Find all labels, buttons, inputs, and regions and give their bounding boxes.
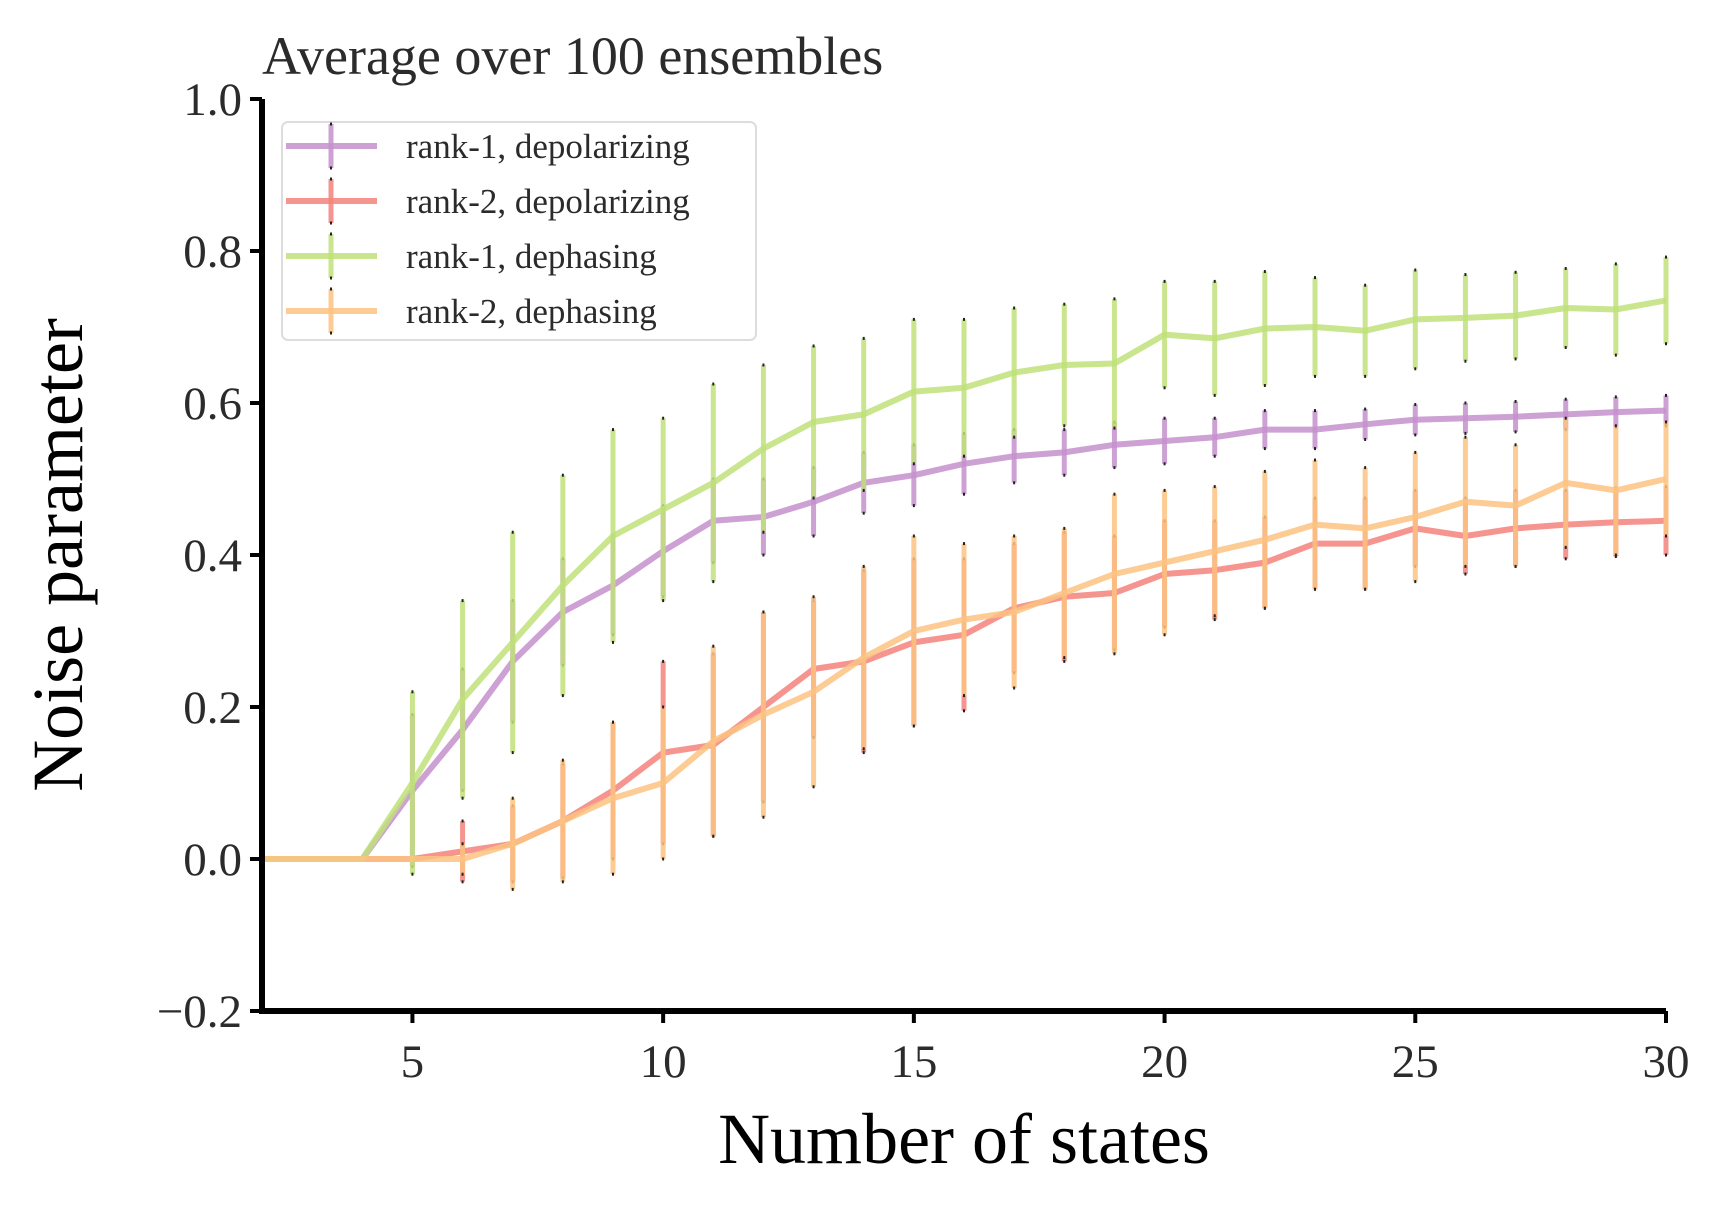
- legend-frame: [281, 121, 757, 341]
- y-tick-label: 0.0: [183, 834, 242, 886]
- chart-title: Average over 100 ensembles: [262, 26, 883, 86]
- x-tick-label: 15: [890, 1036, 937, 1088]
- legend-label: rank-2, dephasing: [406, 292, 657, 331]
- legend-label: rank-1, depolarizing: [406, 127, 690, 166]
- y-tick-label: 1.0: [183, 74, 242, 126]
- x-tick-label: 25: [1392, 1036, 1439, 1088]
- y-tick-label: 0.4: [183, 530, 242, 582]
- legend: rank-1, depolarizing rank-2, depolarizing…: [281, 121, 757, 341]
- x-tick-label: 20: [1141, 1036, 1188, 1088]
- x-axis-label: Number of states: [718, 1099, 1210, 1179]
- series-line: [262, 476, 1667, 862]
- series-line: [262, 407, 1667, 862]
- y-tick-label: 0.6: [183, 378, 242, 430]
- legend-label: rank-1, dephasing: [406, 237, 657, 276]
- series-3: [262, 255, 1669, 876]
- x-tick-label: 10: [640, 1036, 687, 1088]
- x-tick-label: 30: [1643, 1036, 1690, 1088]
- series-line: [262, 297, 1667, 862]
- y-tick-label: 0.2: [183, 682, 242, 734]
- y-tick-label: 0.8: [183, 226, 242, 278]
- series-4: [262, 416, 1669, 891]
- y-tick-label: −0.2: [157, 986, 242, 1038]
- legend-label: rank-2, depolarizing: [406, 182, 690, 221]
- x-tick-label: 5: [401, 1036, 425, 1088]
- series-layer: [262, 255, 1669, 891]
- ticks: 5 10 15 20 25 30 −0.2 0.0 0.2 0.4 0.6 0.8 1.0: [157, 74, 1690, 1088]
- y-axis-label: Noise parameter: [18, 318, 98, 792]
